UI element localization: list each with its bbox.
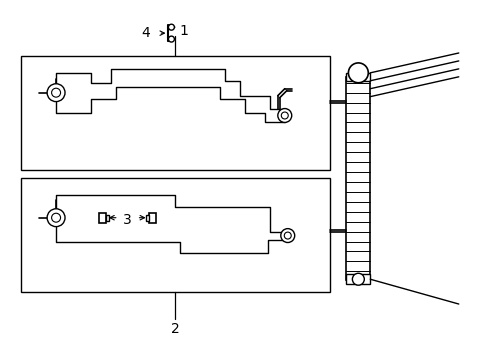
Bar	[346, 77, 369, 280]
Circle shape	[52, 88, 61, 97]
Text: 1: 1	[179, 24, 188, 38]
Circle shape	[52, 213, 61, 222]
Circle shape	[280, 229, 294, 243]
Circle shape	[168, 36, 174, 42]
Circle shape	[347, 63, 367, 83]
Text: 3: 3	[123, 213, 132, 227]
Bar	[99, 213, 105, 223]
Circle shape	[168, 24, 174, 30]
Bar	[346, 274, 369, 284]
Bar	[148, 213, 155, 223]
Bar	[21, 178, 329, 292]
Circle shape	[277, 109, 291, 122]
Circle shape	[281, 112, 287, 119]
Bar	[105, 215, 108, 221]
Circle shape	[47, 84, 65, 102]
Text: 4: 4	[142, 26, 150, 40]
Circle shape	[352, 273, 364, 285]
Bar	[21, 56, 329, 170]
Bar	[145, 215, 148, 221]
Bar	[346, 73, 369, 81]
Text: 2: 2	[171, 322, 180, 336]
Circle shape	[284, 232, 291, 239]
Circle shape	[47, 209, 65, 227]
